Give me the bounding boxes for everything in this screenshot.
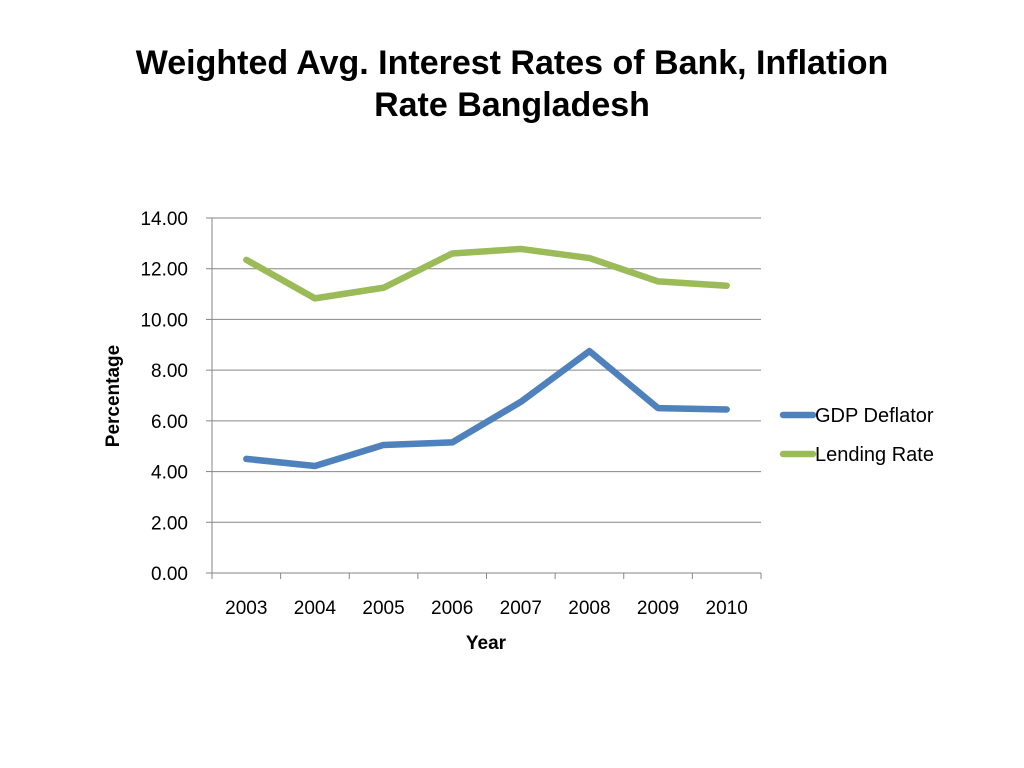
gridlines (212, 217, 761, 523)
x-tick-label: 2004 (294, 598, 337, 619)
y-axis-title: Percentage (103, 345, 124, 447)
y-tick-label: 14.00 (140, 209, 188, 230)
y-tick-label: 10.00 (140, 310, 188, 331)
x-tick-labels: 2003 2004 2005 2006 2007 2008 2009 2010 (225, 598, 748, 619)
legend: GDP Deflator Lending Rate (779, 405, 934, 466)
x-tick-label: 2008 (568, 598, 610, 619)
series-line-gdp-deflator (243, 347, 730, 470)
series-lines (243, 245, 730, 470)
y-tick-label: 8.00 (151, 361, 188, 382)
y-tick-label: 4.00 (151, 463, 188, 484)
x-tick-label: 2010 (706, 598, 748, 619)
series-line-lending-rate (243, 245, 730, 302)
y-tick-label: 2.00 (151, 513, 188, 534)
chart-title: Weighted Avg. Interest Rates of Bank, In… (0, 42, 1024, 126)
x-axis-title: Year (466, 633, 507, 654)
x-tick-label: 2005 (362, 598, 404, 619)
y-tick-label: 12.00 (140, 260, 188, 281)
legend-label-lending-rate: Lending Rate (815, 444, 934, 466)
y-tick-label: 6.00 (151, 412, 188, 433)
axes (206, 217, 762, 579)
x-tick-label: 2006 (431, 598, 473, 619)
x-tick-label: 2009 (637, 598, 679, 619)
chart-title-line-2: Rate Bangladesh (374, 86, 650, 124)
x-tick-label: 2007 (500, 598, 542, 619)
y-tick-labels: 0.00 2.00 4.00 6.00 8.00 10.00 12.00 14.00 (140, 209, 188, 585)
chart-title-line-1: Weighted Avg. Interest Rates of Bank, In… (135, 44, 889, 82)
y-tick-label: 0.00 (151, 564, 188, 585)
x-tick-label: 2003 (225, 598, 267, 619)
legend-label-gdp-deflator: GDP Deflator (815, 405, 934, 427)
